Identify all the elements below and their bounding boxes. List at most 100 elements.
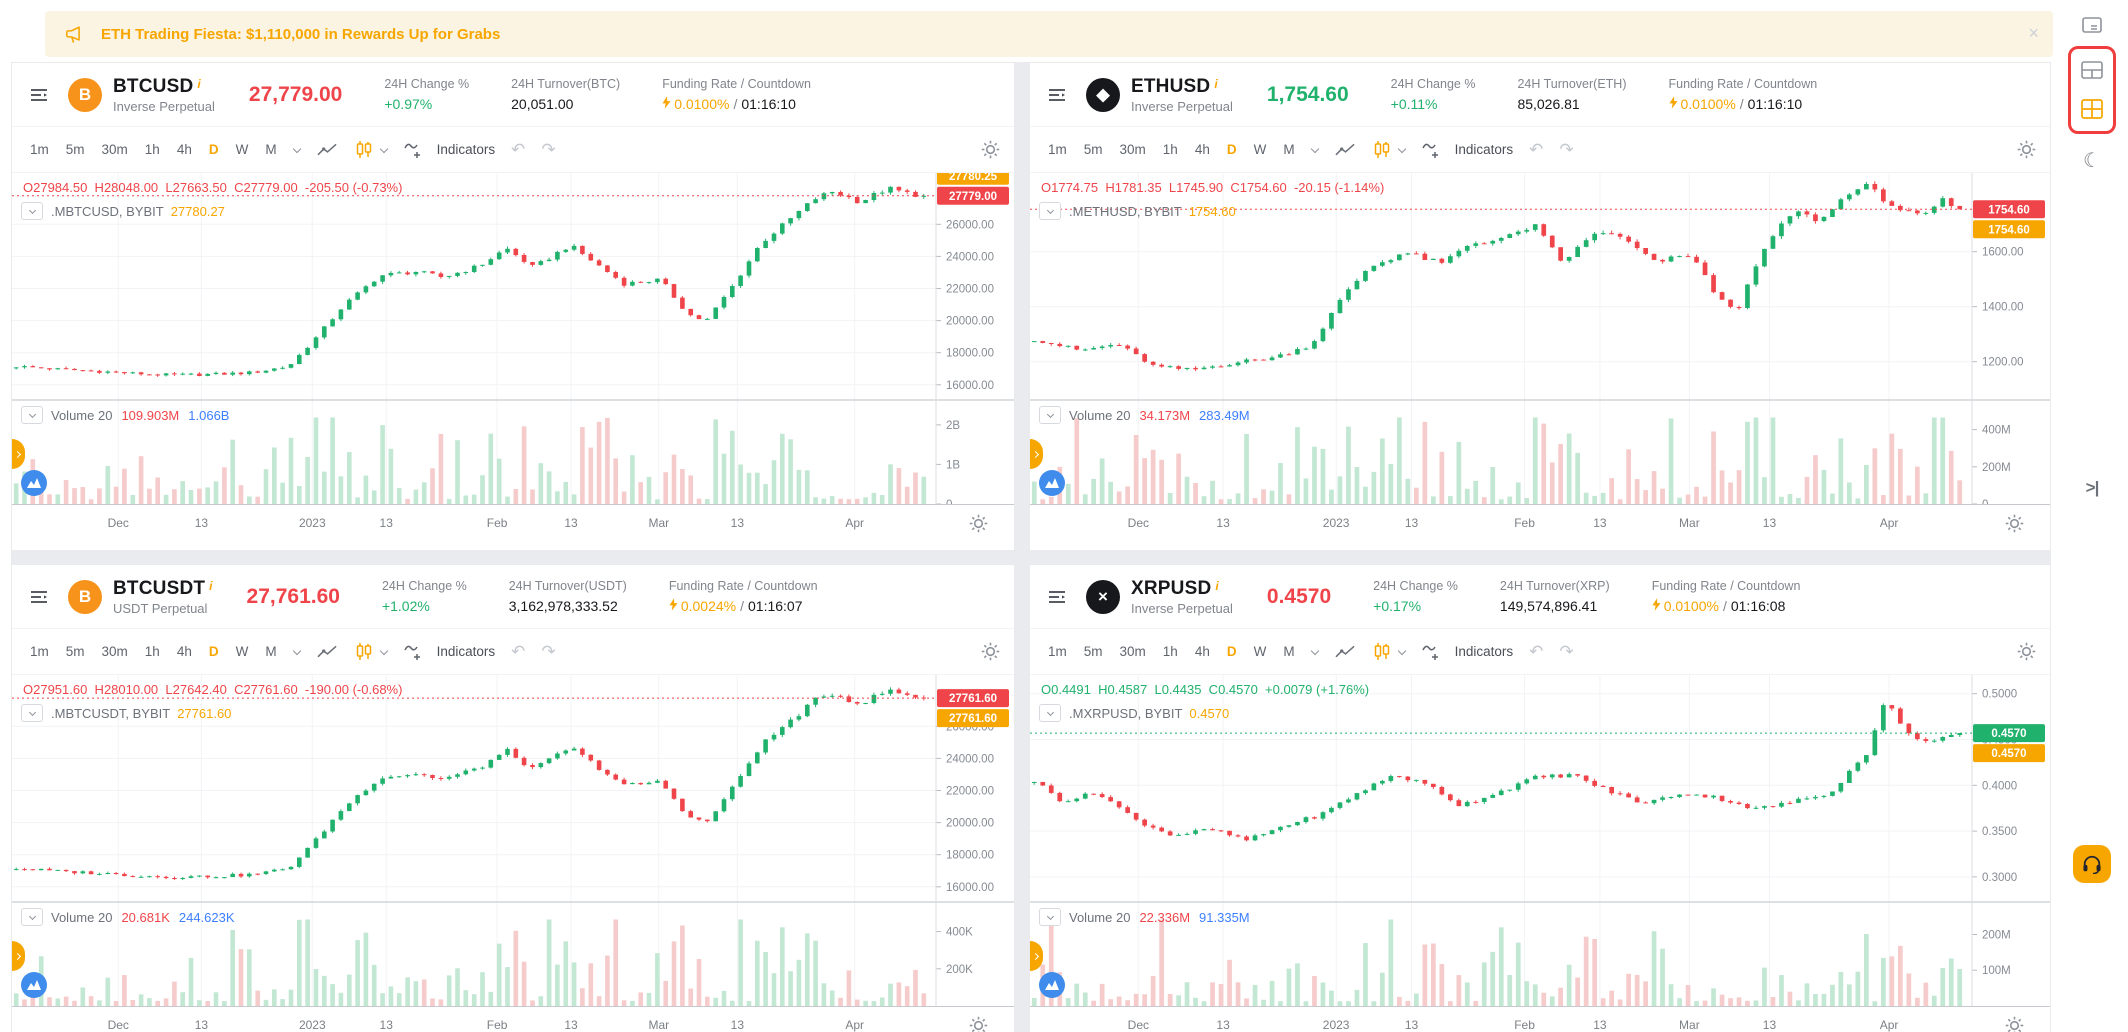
indicators-icon[interactable] — [403, 643, 424, 660]
chart-watermark-logo[interactable] — [1039, 470, 1065, 496]
candlestick-chart[interactable]: 1600.00 1400.00 1200.00 400M 200M 0 1754.60 175… — [1030, 173, 2050, 511]
symbol-name[interactable]: BTCUSDT — [113, 577, 206, 599]
indicators-icon[interactable] — [1421, 141, 1442, 158]
chart-settings-icon[interactable] — [981, 140, 1000, 159]
indicators-icon[interactable] — [403, 141, 424, 158]
volume-collapse-icon[interactable] — [1039, 908, 1061, 926]
axis-settings-icon[interactable] — [2005, 514, 2024, 533]
volume-collapse-icon[interactable] — [21, 406, 43, 424]
series-collapse-icon[interactable] — [1039, 704, 1061, 722]
interval-M[interactable]: M — [265, 643, 277, 659]
time-axis[interactable]: Dec 13 2023 13 Feb 13 Mar 13 Apr — [12, 1007, 1014, 1032]
volume-collapse-icon[interactable] — [21, 908, 43, 926]
symbol-list-icon[interactable] — [1048, 590, 1066, 604]
interval-1m[interactable]: 1m — [1048, 643, 1067, 659]
chart-area[interactable]: 26000.00 24000.00 22000.00 20000.00 18000.00… — [12, 675, 1014, 1007]
undo-icon[interactable]: ↶ — [1529, 641, 1544, 661]
axis-settings-icon[interactable] — [969, 1016, 988, 1032]
panel-expand-handle[interactable] — [1030, 439, 1043, 469]
theme-moon-icon[interactable]: ☾ — [2083, 150, 2101, 172]
interval-5m[interactable]: 5m — [65, 643, 85, 659]
chart-settings-icon[interactable] — [2017, 642, 2036, 661]
support-headset-icon[interactable] — [2073, 845, 2111, 883]
chart-type-more-icon[interactable] — [1397, 646, 1406, 655]
interval-1h[interactable]: 1h — [1162, 141, 1178, 157]
series-collapse-icon[interactable] — [21, 202, 43, 220]
symbol-list-icon[interactable] — [30, 590, 48, 604]
interval-1m[interactable]: 1m — [30, 643, 49, 659]
candlestick-type-icon[interactable] — [356, 140, 372, 159]
interval-4h[interactable]: 4h — [1194, 141, 1210, 157]
chart-area[interactable]: 1600.00 1400.00 1200.00 400M 200M 0 1754.60 175… — [1030, 173, 2050, 511]
interval-4h[interactable]: 4h — [1194, 643, 1210, 659]
symbol-list-icon[interactable] — [1048, 88, 1066, 102]
candlestick-chart[interactable]: 26000.00 24000.00 22000.00 20000.00 18000.00… — [12, 675, 1014, 1012]
interval-M[interactable]: M — [265, 141, 277, 157]
interval-D[interactable]: D — [1226, 141, 1237, 157]
symbol-name[interactable]: ETHUSD — [1131, 75, 1211, 97]
indicators-label[interactable]: Indicators — [436, 644, 496, 659]
redo-icon[interactable]: ↷ — [541, 139, 556, 159]
interval-5m[interactable]: 5m — [65, 141, 85, 157]
interval-1m[interactable]: 1m — [1048, 141, 1067, 157]
interval-more-icon[interactable] — [292, 144, 301, 153]
time-axis[interactable]: Dec 13 2023 13 Feb 13 Mar 13 Apr — [1030, 505, 2050, 550]
indicators-label[interactable]: Indicators — [1454, 142, 1514, 157]
chart-settings-icon[interactable] — [981, 642, 1000, 661]
undo-icon[interactable]: ↶ — [511, 641, 526, 661]
info-icon[interactable]: i — [209, 578, 213, 593]
interval-more-icon[interactable] — [1310, 144, 1319, 153]
line-chart-icon[interactable] — [317, 645, 338, 659]
volume-collapse-icon[interactable] — [1039, 406, 1061, 424]
indicators-label[interactable]: Indicators — [1454, 644, 1514, 659]
interval-W[interactable]: W — [1253, 643, 1267, 659]
interval-30m[interactable]: 30m — [101, 141, 128, 157]
interval-W[interactable]: W — [235, 141, 249, 157]
series-collapse-icon[interactable] — [21, 704, 43, 722]
interval-4h[interactable]: 4h — [176, 643, 192, 659]
redo-icon[interactable]: ↷ — [1559, 139, 1574, 159]
interval-5m[interactable]: 5m — [1083, 141, 1103, 157]
candlestick-chart[interactable]: 26000.00 24000.00 22000.00 20000.00 18000.00… — [12, 166, 1014, 511]
candlestick-type-icon[interactable] — [1374, 140, 1390, 159]
undo-icon[interactable]: ↶ — [1529, 139, 1544, 159]
banner-close-icon[interactable]: × — [2028, 23, 2039, 43]
redo-icon[interactable]: ↷ — [1559, 641, 1574, 661]
interval-1h[interactable]: 1h — [144, 643, 160, 659]
line-chart-icon[interactable] — [1335, 143, 1356, 157]
symbol-name[interactable]: XRPUSD — [1131, 577, 1212, 599]
axis-settings-icon[interactable] — [2005, 1016, 2024, 1032]
interval-1h[interactable]: 1h — [144, 141, 160, 157]
chart-settings-icon[interactable] — [2017, 140, 2036, 159]
collapse-right-icon[interactable]: >| — [2085, 478, 2100, 497]
line-chart-icon[interactable] — [1335, 645, 1356, 659]
panel-expand-handle[interactable] — [1030, 941, 1043, 971]
chart-type-more-icon[interactable] — [1397, 144, 1406, 153]
interval-5m[interactable]: 5m — [1083, 643, 1103, 659]
chart-window-icon[interactable] — [2080, 14, 2104, 36]
interval-more-icon[interactable] — [1310, 646, 1319, 655]
interval-M[interactable]: M — [1283, 141, 1295, 157]
info-icon[interactable]: i — [1215, 578, 1219, 593]
redo-icon[interactable]: ↷ — [541, 641, 556, 661]
time-axis[interactable]: Dec 13 2023 13 Feb 13 Mar 13 Apr — [12, 505, 1014, 550]
grid-layout-icon[interactable] — [2079, 97, 2105, 121]
interval-D[interactable]: D — [208, 141, 219, 157]
time-axis[interactable]: Dec 13 2023 13 Feb 13 Mar 13 Apr — [1030, 1007, 2050, 1032]
panel-expand-handle[interactable] — [12, 439, 25, 469]
info-icon[interactable]: i — [1214, 76, 1218, 91]
series-collapse-icon[interactable] — [1039, 202, 1061, 220]
candlestick-type-icon[interactable] — [356, 642, 372, 661]
chart-type-more-icon[interactable] — [379, 144, 388, 153]
interval-1m[interactable]: 1m — [30, 141, 49, 157]
chart-watermark-logo[interactable] — [21, 972, 47, 998]
chart-watermark-logo[interactable] — [21, 470, 47, 496]
indicators-label[interactable]: Indicators — [436, 142, 496, 157]
chart-type-more-icon[interactable] — [379, 646, 388, 655]
chart-watermark-logo[interactable] — [1039, 972, 1065, 998]
interval-30m[interactable]: 30m — [1119, 141, 1146, 157]
interval-W[interactable]: W — [1253, 141, 1267, 157]
symbol-list-icon[interactable] — [30, 88, 48, 102]
interval-30m[interactable]: 30m — [1119, 643, 1146, 659]
interval-D[interactable]: D — [1226, 643, 1237, 659]
